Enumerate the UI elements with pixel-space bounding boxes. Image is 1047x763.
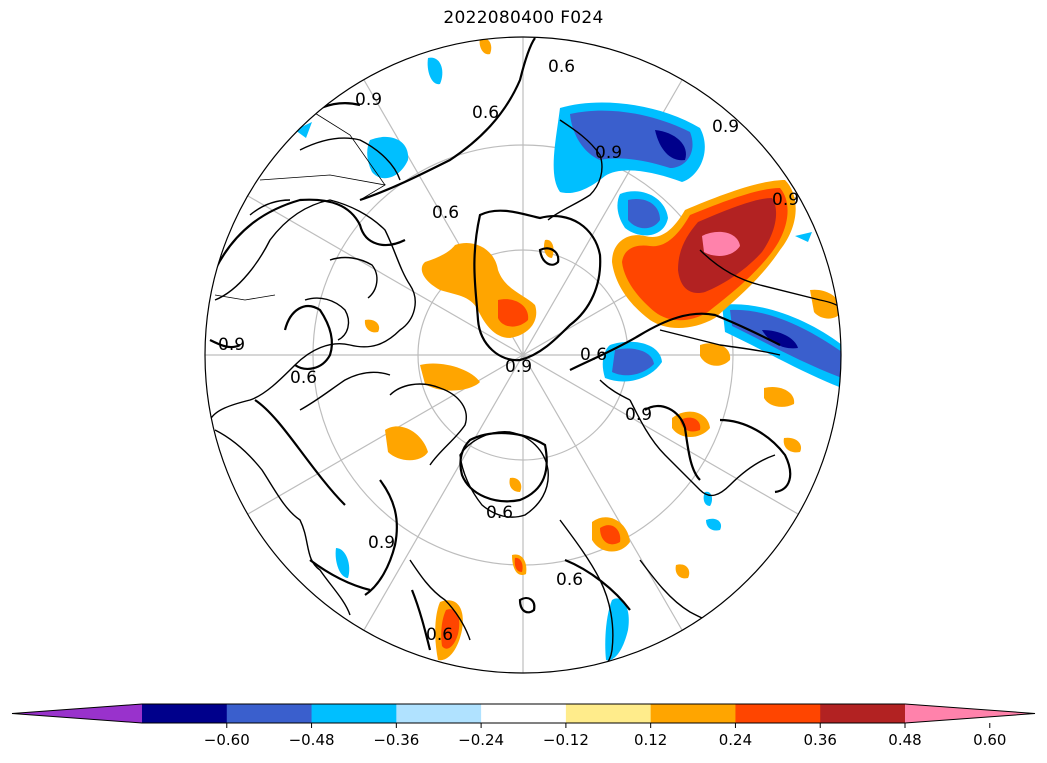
colorbar: −0.60 −0.48 −0.36 −0.24 −0.12 0.12 0.24 0.36 0.4… — [11, 703, 1036, 749]
borders — [214, 109, 387, 301]
colorbar-ticks: −0.60 −0.48 −0.36 −0.24 −0.12 0.12 0.24 0.36 0.4… — [204, 723, 1006, 749]
colorbar-tick-label: −0.48 — [289, 731, 335, 749]
anomaly-blob — [612, 348, 654, 376]
colorbar-swatch — [226, 704, 313, 723]
anomaly-blob — [605, 598, 629, 661]
map-title: 2022080400 F024 — [443, 8, 604, 28]
contour-label: 0.6 — [486, 503, 513, 523]
colorbar-swatch — [481, 704, 567, 723]
anomaly-blob — [762, 330, 798, 349]
contour-label: 0.6 — [290, 368, 317, 388]
anomaly-blob — [764, 386, 795, 407]
colorbar-tick-label: −0.36 — [373, 731, 419, 749]
anomaly-blob — [702, 231, 740, 256]
negative-anomaly-shading — [295, 57, 841, 661]
colorbar-swatch — [396, 704, 482, 723]
anomaly-blob — [706, 518, 722, 531]
coastlines — [209, 119, 841, 673]
colorbar-tick-label: −0.60 — [204, 731, 250, 749]
anomaly-blob — [441, 609, 460, 649]
anomaly-blob — [367, 136, 409, 179]
contour-label: 0.9 — [625, 405, 652, 425]
colorbar-swatches — [11, 703, 1036, 724]
anomaly-blob — [675, 564, 690, 579]
colorbar-tick-label: −0.24 — [458, 731, 504, 749]
colorbar-tick-label: 0.12 — [634, 731, 667, 749]
anomaly-blob — [498, 299, 529, 327]
contour-label: 0.6 — [432, 203, 459, 223]
contour-lines — [209, 37, 792, 651]
colorbar-swatch — [565, 704, 652, 723]
polar-map: 0.6 0.9 0.6 0.9 0.9 0.6 0.9 0.6 0.9 0.9 … — [204, 36, 842, 674]
contour-label: 0.9 — [712, 117, 739, 137]
contour-label: 0.9 — [368, 533, 395, 553]
colorbar-swatch — [735, 704, 821, 723]
colorbar-extend-low — [12, 704, 142, 723]
colorbar-extend-high — [905, 704, 1035, 723]
contour-label: 0.9 — [505, 357, 532, 377]
contour-label: 0.9 — [772, 190, 799, 210]
contour-label: 0.6 — [580, 345, 607, 365]
anomaly-blob — [783, 437, 802, 453]
anomaly-blob — [479, 37, 492, 55]
contour-label: 0.6 — [472, 103, 499, 123]
colorbar-tick-label: 0.36 — [804, 731, 837, 749]
anomaly-blob — [427, 57, 443, 85]
colorbar-tick-label: 0.48 — [888, 731, 921, 749]
anomaly-blob — [600, 525, 621, 545]
colorbar-swatch — [311, 704, 397, 723]
contour-label: 0.6 — [548, 57, 575, 77]
contour-label: 0.9 — [355, 90, 382, 110]
map-content: 0.6 0.9 0.6 0.9 0.9 0.6 0.9 0.6 0.9 0.9 … — [205, 37, 841, 673]
anomaly-blob — [335, 548, 350, 578]
colorbar-tick-label: −0.12 — [543, 731, 589, 749]
anomaly-blob — [509, 477, 522, 492]
anomaly-blob — [795, 232, 812, 242]
colorbar-swatch — [820, 704, 906, 723]
contour-label: 0.6 — [556, 570, 583, 590]
contour-label: 0.9 — [595, 143, 622, 163]
anomaly-blob — [628, 198, 660, 229]
contour-label: 0.9 — [218, 335, 245, 355]
contour-labels: 0.6 0.9 0.6 0.9 0.9 0.6 0.9 0.6 0.9 0.9 … — [218, 57, 799, 645]
anomaly-blob — [420, 363, 480, 391]
anomaly-blob — [810, 289, 841, 319]
contour-label: 0.6 — [426, 625, 453, 645]
colorbar-tick-label: 0.60 — [973, 731, 1006, 749]
anomaly-blob — [295, 122, 312, 138]
colorbar-swatch — [650, 704, 736, 723]
anomaly-blob — [514, 557, 523, 572]
map-boundary — [204, 36, 842, 674]
anomaly-blob — [655, 130, 686, 161]
anomaly-blob — [700, 343, 731, 366]
colorbar-tick-label: 0.24 — [719, 731, 752, 749]
anomaly-blob — [385, 426, 428, 461]
colorbar-outline — [11, 703, 1036, 724]
anomaly-blob — [570, 110, 693, 168]
colorbar-swatch — [142, 704, 228, 723]
anomaly-blob — [364, 319, 380, 333]
